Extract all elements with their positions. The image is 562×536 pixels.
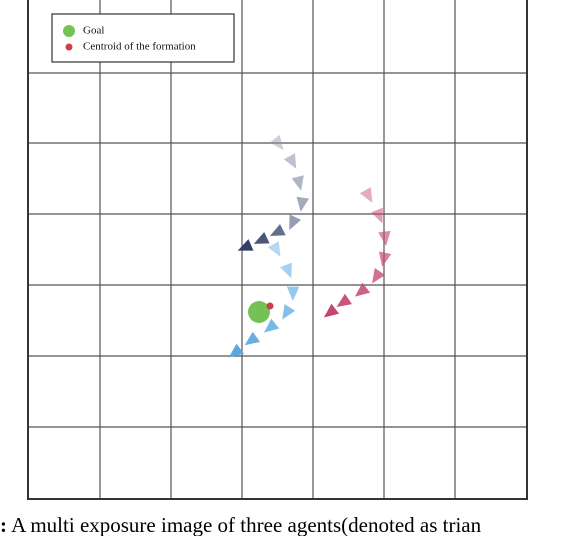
agent-triangle	[237, 239, 254, 251]
agent-triangle	[244, 331, 261, 346]
legend-label: Centroid of the formation	[83, 41, 196, 53]
agent-triangle	[291, 175, 304, 191]
legend-centroid-icon	[65, 43, 73, 51]
agent-triangle	[283, 153, 297, 169]
centroid-marker	[266, 302, 274, 310]
agent-triangle	[269, 134, 284, 151]
trajectories	[228, 134, 392, 358]
caption: : A multi exposure image of three agents…	[0, 513, 481, 536]
agent-triangle	[267, 241, 281, 257]
agent-triangle	[336, 293, 353, 308]
agent-triangle	[263, 318, 280, 333]
frame	[27, 0, 528, 500]
agent-triangle	[378, 230, 391, 246]
caption-prefix: :	[0, 513, 7, 536]
agent-triangle	[253, 232, 270, 244]
agent-triangle	[323, 303, 340, 318]
agent-triangle	[269, 223, 286, 237]
agent-triangle	[289, 214, 302, 231]
agent-triangle	[371, 207, 383, 224]
figure: Goal Centroid of the formation	[27, 0, 528, 500]
agent-triangle	[372, 268, 386, 284]
legend-box	[51, 13, 235, 63]
agent-triangle	[378, 251, 392, 267]
agent-triangle	[354, 282, 371, 297]
legend-goal-icon	[63, 25, 75, 37]
agent-triangle	[286, 286, 300, 301]
agent-triangle	[296, 196, 310, 212]
agent-triangle	[282, 304, 296, 320]
caption-text: A multi exposure image of three agents(d…	[11, 513, 482, 536]
agent-triangle	[228, 343, 245, 358]
grid	[28, 0, 527, 499]
agent-triangle	[280, 262, 292, 279]
legend-label: Goal	[83, 25, 104, 37]
legend: Goal Centroid of the formation	[51, 13, 235, 63]
agent-triangle	[359, 187, 373, 203]
goal-marker	[248, 301, 270, 323]
